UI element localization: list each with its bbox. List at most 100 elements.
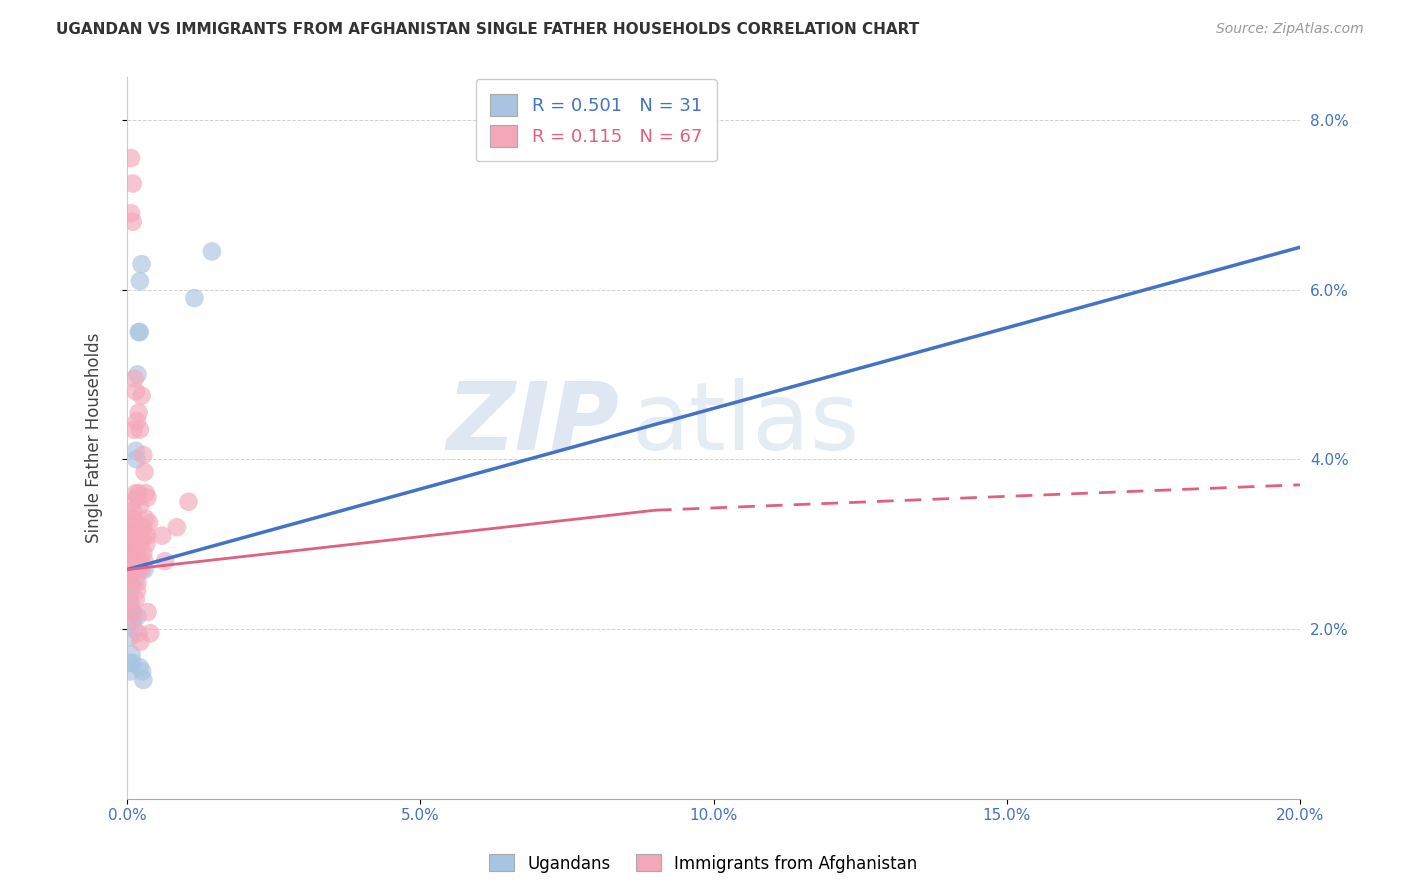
Point — [131, 389, 153, 403]
Point — [120, 151, 142, 165]
Point — [120, 563, 142, 577]
Point — [118, 656, 141, 670]
Point — [136, 529, 159, 543]
Point — [134, 465, 156, 479]
Y-axis label: Single Father Households: Single Father Households — [86, 333, 103, 543]
Legend: R = 0.501   N = 31, R = 0.115   N = 67: R = 0.501 N = 31, R = 0.115 N = 67 — [475, 79, 717, 161]
Point — [134, 563, 156, 577]
Point — [124, 372, 146, 386]
Text: atlas: atlas — [631, 377, 859, 470]
Point — [124, 516, 146, 530]
Point — [134, 529, 156, 543]
Point — [138, 516, 160, 530]
Point — [118, 597, 141, 611]
Point — [118, 588, 141, 602]
Text: ZIP: ZIP — [447, 377, 620, 470]
Point — [131, 563, 153, 577]
Point — [125, 443, 148, 458]
Point — [121, 656, 143, 670]
Point — [125, 486, 148, 500]
Point — [125, 592, 148, 607]
Point — [125, 384, 148, 399]
Point — [128, 325, 150, 339]
Point — [127, 609, 149, 624]
Point — [127, 575, 149, 590]
Point — [131, 665, 153, 679]
Point — [135, 537, 157, 551]
Point — [128, 499, 150, 513]
Point — [121, 529, 143, 543]
Point — [121, 503, 143, 517]
Point — [121, 215, 143, 229]
Point — [121, 537, 143, 551]
Point — [134, 554, 156, 568]
Point — [136, 605, 159, 619]
Point — [128, 660, 150, 674]
Point — [120, 520, 142, 534]
Point — [128, 524, 150, 539]
Point — [120, 206, 142, 220]
Point — [125, 571, 148, 585]
Point — [122, 622, 145, 636]
Point — [121, 494, 143, 508]
Point — [128, 406, 150, 420]
Point — [120, 575, 142, 590]
Point — [128, 423, 150, 437]
Point — [121, 512, 143, 526]
Point — [118, 554, 141, 568]
Point — [177, 494, 200, 508]
Point — [121, 605, 143, 619]
Point — [136, 491, 159, 505]
Point — [121, 177, 143, 191]
Point — [128, 325, 150, 339]
Point — [125, 583, 148, 598]
Point — [128, 626, 150, 640]
Point — [125, 452, 148, 467]
Point — [118, 546, 141, 560]
Point — [121, 614, 143, 628]
Point — [118, 537, 141, 551]
Text: Source: ZipAtlas.com: Source: ZipAtlas.com — [1216, 22, 1364, 37]
Point — [127, 491, 149, 505]
Point — [121, 546, 143, 560]
Point — [127, 368, 149, 382]
Point — [132, 448, 155, 462]
Point — [139, 626, 162, 640]
Point — [118, 571, 141, 585]
Point — [129, 554, 152, 568]
Point — [135, 512, 157, 526]
Point — [122, 423, 145, 437]
Point — [118, 529, 141, 543]
Point — [125, 533, 148, 547]
Point — [132, 520, 155, 534]
Point — [122, 512, 145, 526]
Point — [118, 571, 141, 585]
Point — [122, 529, 145, 543]
Point — [121, 580, 143, 594]
Point — [128, 274, 150, 288]
Point — [201, 244, 224, 259]
Point — [120, 563, 142, 577]
Legend: Ugandans, Immigrants from Afghanistan: Ugandans, Immigrants from Afghanistan — [482, 847, 924, 880]
Point — [120, 605, 142, 619]
Point — [131, 257, 153, 271]
Point — [166, 520, 188, 534]
Point — [128, 486, 150, 500]
Text: UGANDAN VS IMMIGRANTS FROM AFGHANISTAN SINGLE FATHER HOUSEHOLDS CORRELATION CHAR: UGANDAN VS IMMIGRANTS FROM AFGHANISTAN S… — [56, 22, 920, 37]
Point — [121, 554, 143, 568]
Point — [128, 563, 150, 577]
Point — [121, 648, 143, 662]
Point — [120, 597, 142, 611]
Point — [125, 546, 148, 560]
Point — [118, 631, 141, 645]
Point — [150, 529, 173, 543]
Point — [125, 414, 148, 428]
Point — [122, 529, 145, 543]
Point — [128, 537, 150, 551]
Point — [153, 554, 176, 568]
Point — [132, 673, 155, 687]
Point — [131, 533, 153, 547]
Point — [121, 614, 143, 628]
Point — [135, 486, 157, 500]
Point — [125, 541, 148, 556]
